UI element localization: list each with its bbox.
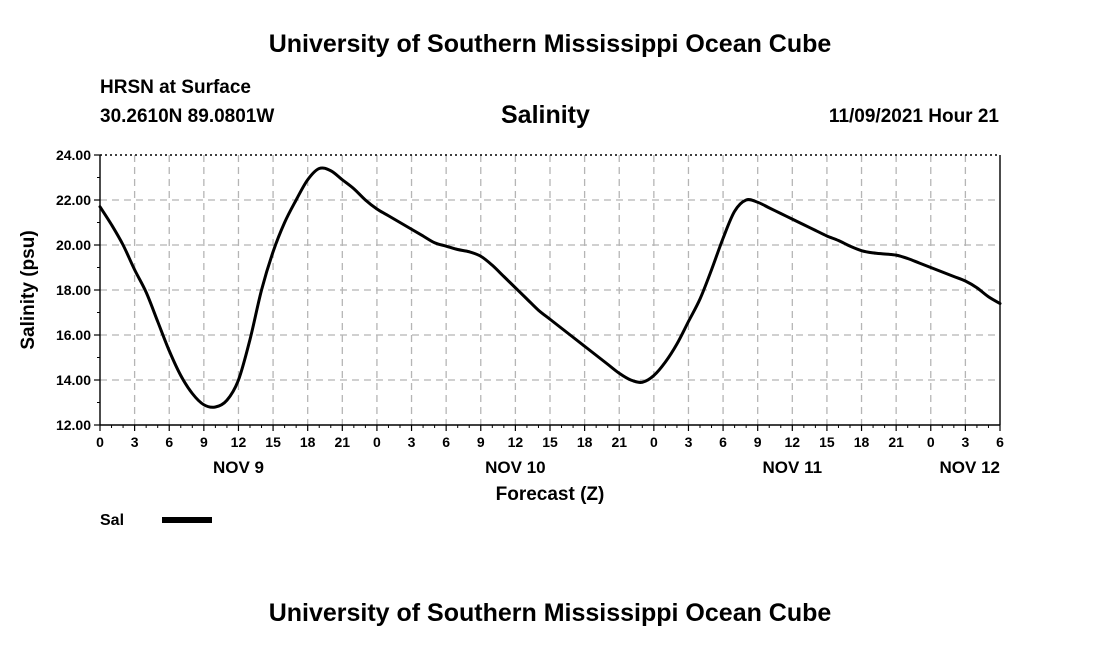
x-tick-label: 9: [477, 434, 485, 450]
x-tick-label: 15: [819, 434, 835, 450]
x-tick-label: 0: [373, 434, 381, 450]
y-tick-label: 24.00: [56, 147, 91, 163]
station-label: HRSN at Surface: [100, 77, 251, 98]
x-tick-label: 18: [300, 434, 316, 450]
x-tick-label: 3: [685, 434, 693, 450]
x-tick-label: 15: [542, 434, 558, 450]
x-tick-label: 3: [961, 434, 969, 450]
x-tick-label: 18: [577, 434, 593, 450]
y-axis-label: Salinity (psu): [18, 230, 39, 349]
x-tick-label: 0: [927, 434, 935, 450]
y-tick-label: 22.00: [56, 192, 91, 208]
parameter-title: Salinity: [501, 101, 590, 129]
x-tick-label: 12: [508, 434, 524, 450]
x-tick-label: 6: [165, 434, 173, 450]
x-tick-label: 6: [719, 434, 727, 450]
legend-label: Sal: [100, 512, 124, 529]
x-tick-label: 0: [96, 434, 104, 450]
day-label: NOV 9: [213, 458, 264, 477]
x-tick-label: 6: [996, 434, 1004, 450]
y-tick-label: 20.00: [56, 237, 91, 253]
x-tick-label: 21: [335, 434, 351, 450]
x-tick-label: 3: [408, 434, 416, 450]
y-tick-label: 14.00: [56, 372, 91, 388]
x-tick-label: 21: [888, 434, 904, 450]
x-tick-label: 6: [442, 434, 450, 450]
x-axis-label: Forecast (Z): [496, 484, 605, 505]
forecast-datetime: 11/09/2021 Hour 21: [828, 106, 999, 127]
y-tick-label: 12.00: [56, 417, 91, 433]
x-tick-label: 18: [854, 434, 870, 450]
day-label: NOV 10: [485, 458, 545, 477]
x-tick-label: 0: [650, 434, 658, 450]
x-tick-label: 15: [265, 434, 281, 450]
x-tick-label: 21: [611, 434, 627, 450]
series-line-sal: [98, 166, 1002, 409]
x-tick-label: 9: [754, 434, 762, 450]
x-tick-label: 12: [231, 434, 247, 450]
x-tick-label: 9: [200, 434, 208, 450]
chart-title: University of Southern Mississippi Ocean…: [268, 30, 832, 58]
x-tick-label: 3: [131, 434, 139, 450]
day-label: NOV 11: [763, 458, 823, 477]
coordinates-label: 30.2610N 89.0801W: [100, 106, 275, 127]
footer-title: University of Southern Mississippi Ocean…: [268, 599, 832, 627]
y-tick-label: 18.00: [56, 282, 91, 298]
y-tick-label: 16.00: [56, 327, 91, 343]
x-tick-label: 12: [785, 434, 801, 450]
day-label: NOV 12: [940, 458, 1000, 477]
